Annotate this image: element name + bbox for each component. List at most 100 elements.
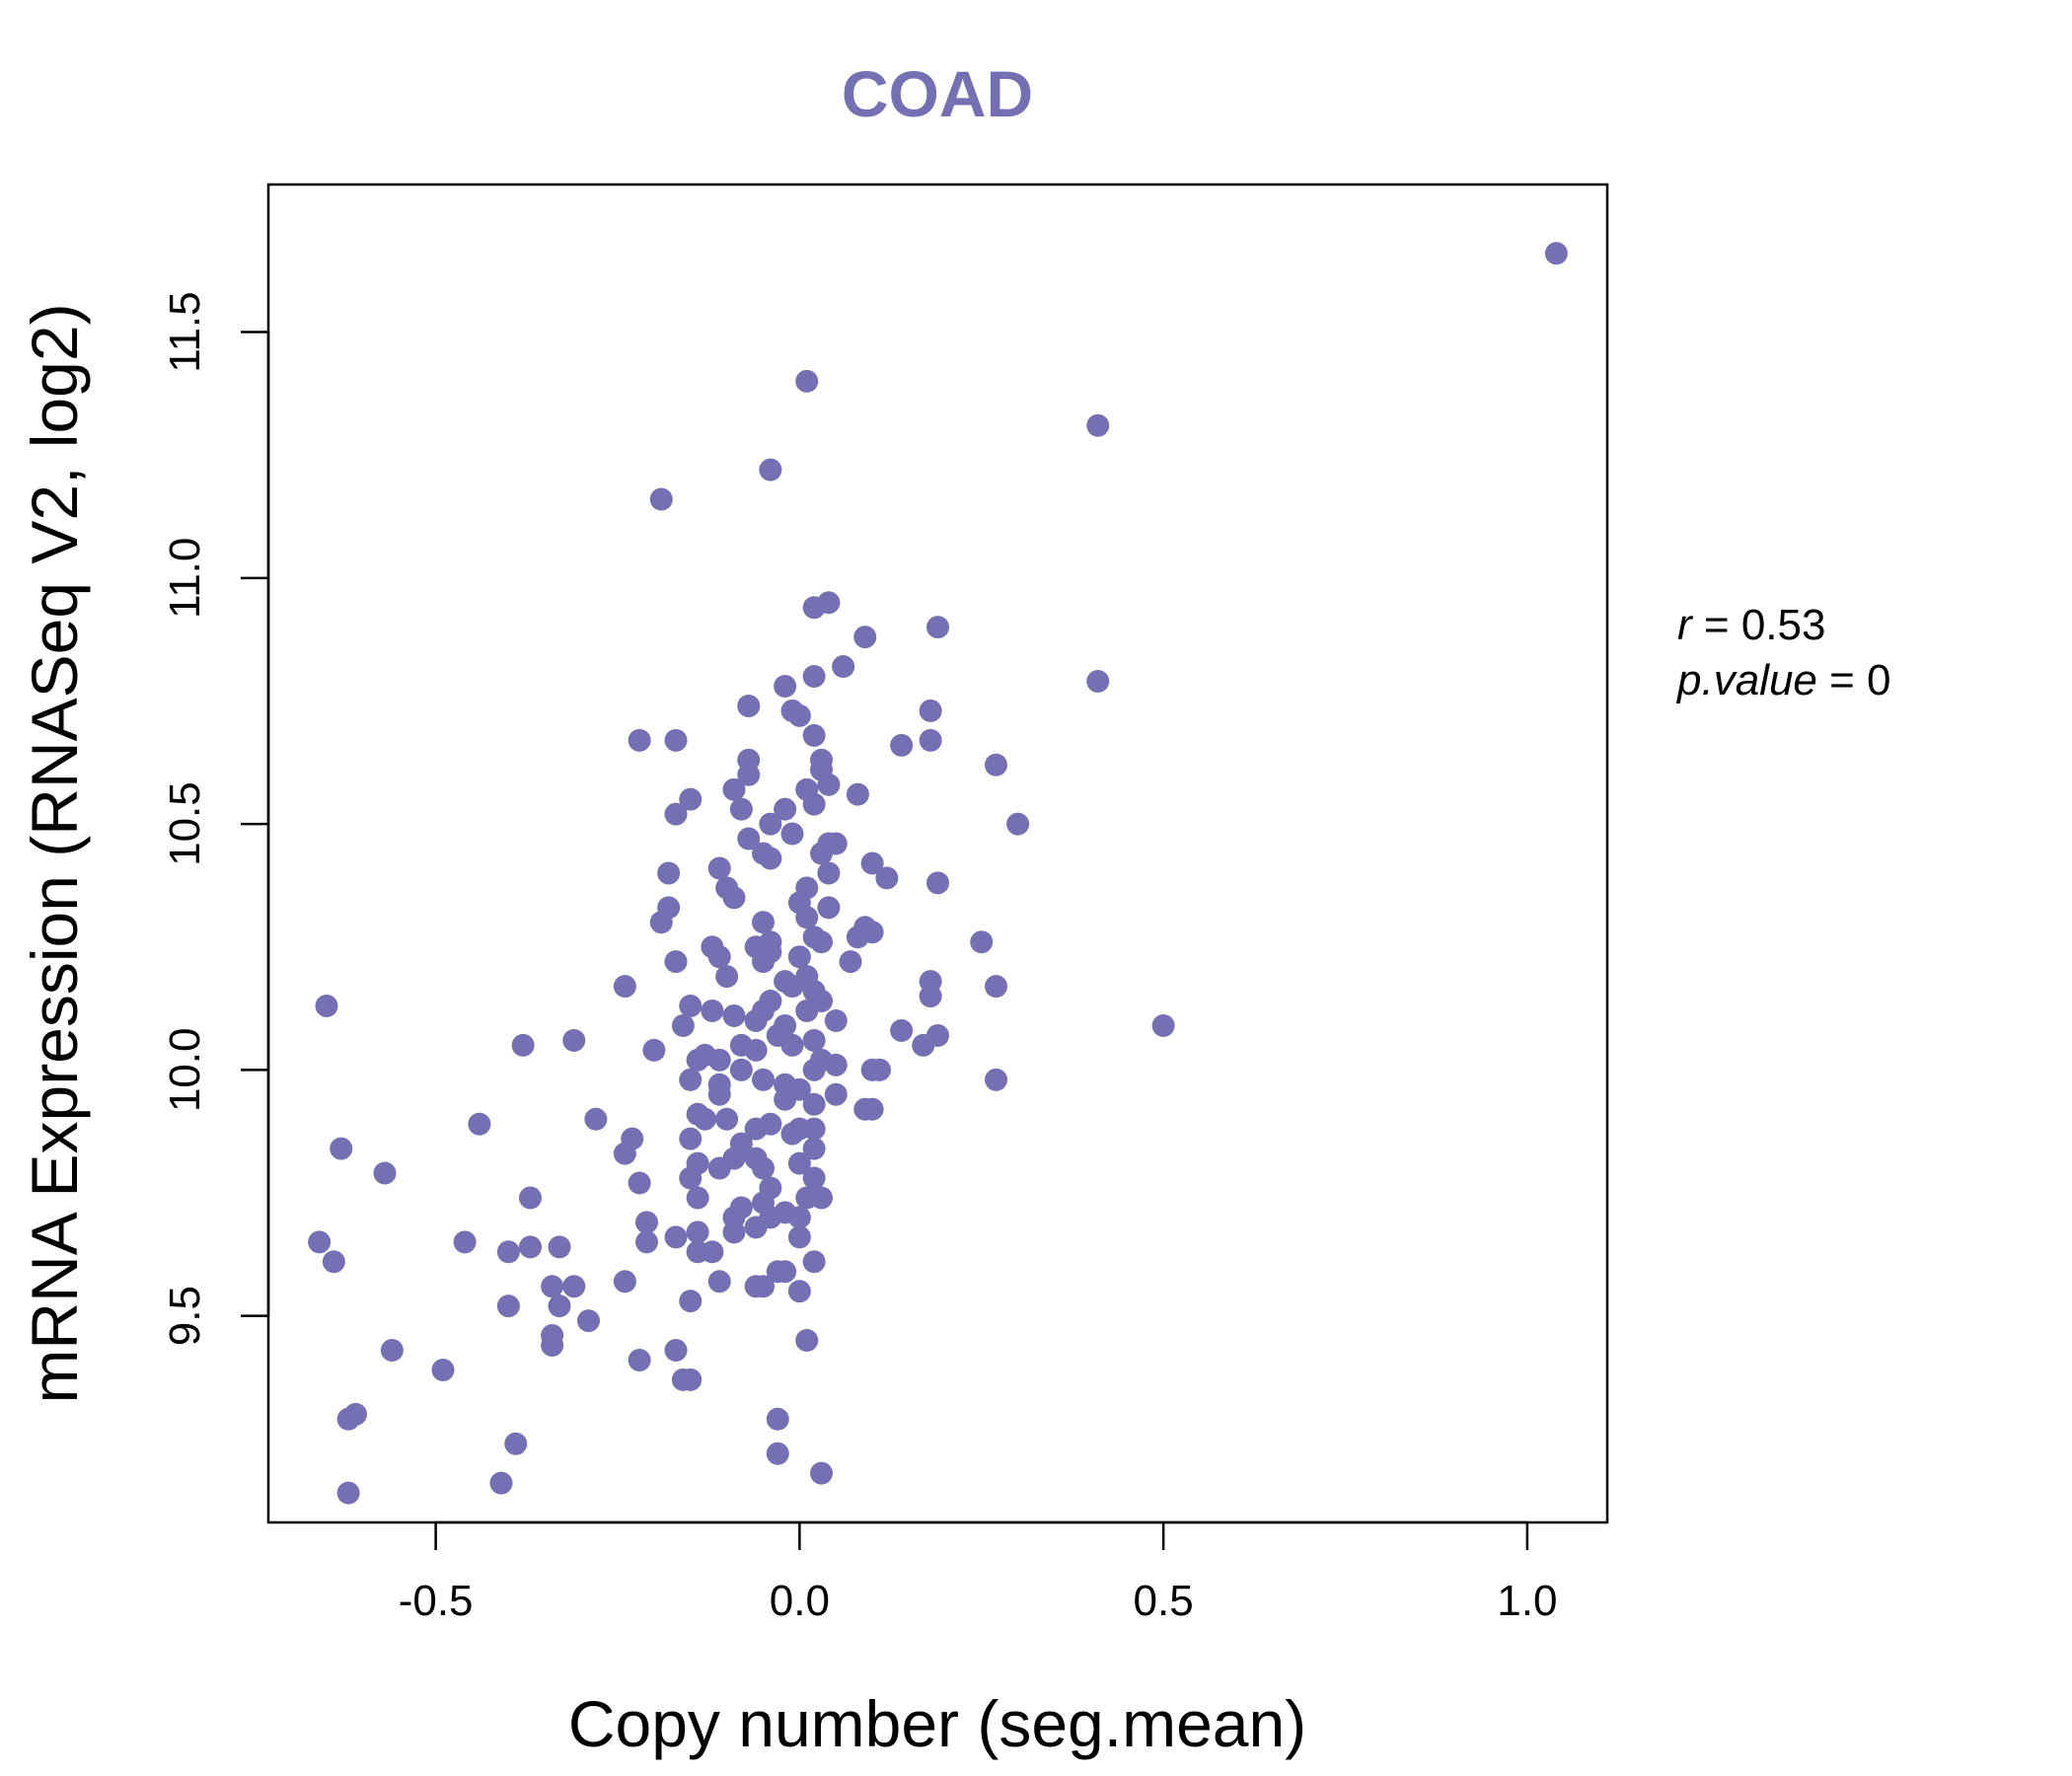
data-point <box>774 675 797 698</box>
data-point <box>766 1407 789 1431</box>
data-point <box>744 1216 768 1239</box>
data-point <box>810 1186 833 1210</box>
data-point <box>795 999 819 1023</box>
data-point <box>315 995 338 1018</box>
data-point <box>802 723 826 747</box>
data-point <box>649 487 673 511</box>
svg-text:r = 0.53: r = 0.53 <box>1677 601 1825 649</box>
data-point <box>787 945 811 969</box>
data-point <box>1086 413 1110 437</box>
data-point <box>511 1033 535 1057</box>
data-point <box>875 866 899 890</box>
data-point <box>787 1225 811 1249</box>
data-point <box>759 458 782 481</box>
data-point <box>453 1230 477 1254</box>
data-point <box>985 1068 1007 1091</box>
data-point <box>541 1275 564 1298</box>
x-tick-label: -0.5 <box>399 1577 474 1625</box>
data-point <box>802 596 826 620</box>
data-point <box>802 1166 826 1190</box>
data-point <box>832 655 855 679</box>
data-point <box>802 792 826 816</box>
data-point <box>802 665 826 689</box>
data-point <box>330 1137 353 1160</box>
data-point <box>541 1334 564 1358</box>
data-point <box>744 1038 768 1062</box>
data-point <box>868 1058 891 1081</box>
data-point <box>722 1004 746 1028</box>
data-point <box>824 1082 848 1106</box>
r-label: r <box>1677 601 1694 649</box>
data-point <box>824 1009 848 1032</box>
data-point <box>548 1295 571 1318</box>
data-point <box>752 950 775 974</box>
data-point <box>577 1309 600 1333</box>
x-tick-label: 0.0 <box>770 1577 830 1625</box>
data-point <box>722 886 746 910</box>
data-point <box>679 995 703 1018</box>
data-point <box>686 1221 709 1244</box>
data-point <box>584 1107 608 1131</box>
data-point <box>839 950 862 974</box>
data-point <box>817 773 841 796</box>
y-tick-label: 10.5 <box>161 781 209 866</box>
data-point <box>817 896 841 920</box>
data-point <box>707 1156 731 1180</box>
data-point <box>919 985 942 1008</box>
data-point <box>519 1186 542 1210</box>
x-axis-label: Copy number (seg.mean) <box>568 1687 1306 1760</box>
data-point <box>1151 1013 1175 1037</box>
data-point <box>562 1275 586 1298</box>
data-point <box>759 812 782 836</box>
data-point <box>795 1329 819 1353</box>
data-point <box>919 699 942 722</box>
chart-title: COAD <box>842 57 1033 130</box>
data-point <box>774 1087 797 1111</box>
data-point <box>336 1481 360 1505</box>
data-point <box>890 733 914 757</box>
y-tick-label: 11.0 <box>161 538 209 619</box>
data-point <box>737 827 761 851</box>
data-point <box>489 1471 513 1495</box>
data-point <box>744 1117 768 1141</box>
data-point <box>919 728 942 752</box>
y-axis: 9.5 10.0 10.5 11.0 11.5 <box>161 291 270 1346</box>
data-point <box>737 763 761 786</box>
data-point <box>548 1235 571 1259</box>
data-point <box>846 925 869 949</box>
data-point <box>664 950 688 974</box>
y-tick-label: 10.0 <box>161 1028 209 1113</box>
data-point <box>802 1058 826 1081</box>
data-point <box>686 1186 709 1210</box>
data-point <box>810 1461 833 1485</box>
data-point <box>780 1122 804 1146</box>
data-point <box>671 1013 695 1037</box>
data-point <box>890 1018 914 1042</box>
data-point <box>802 1092 826 1116</box>
data-point <box>774 797 797 821</box>
data-point <box>853 1097 877 1121</box>
data-point <box>802 1137 826 1160</box>
data-point <box>780 822 804 846</box>
data-point <box>1006 812 1030 836</box>
data-point <box>642 1038 666 1062</box>
data-point <box>707 856 731 880</box>
data-point <box>817 861 841 885</box>
data-point <box>744 1009 768 1032</box>
data-point <box>664 728 688 752</box>
data-point <box>679 1290 703 1313</box>
data-point <box>664 802 688 826</box>
data-point <box>985 975 1007 999</box>
data-point <box>635 1211 658 1234</box>
data-point <box>860 851 884 875</box>
data-points <box>308 242 1568 1505</box>
data-point <box>774 1260 797 1284</box>
data-point <box>679 787 703 811</box>
data-point <box>679 1068 703 1091</box>
data-point <box>308 1230 332 1254</box>
data-point <box>519 1235 542 1259</box>
data-point <box>780 1033 804 1057</box>
data-point <box>679 1127 703 1150</box>
x-axis: -0.5 0.0 0.5 1.0 <box>399 1520 1557 1625</box>
data-point <box>496 1240 520 1264</box>
